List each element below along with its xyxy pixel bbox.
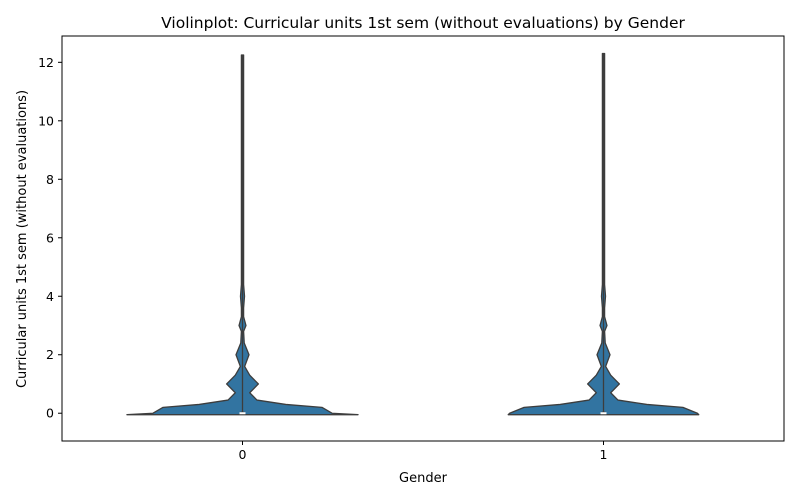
y-tick-label: 12 [38,55,54,70]
y-tick-label: 10 [38,113,54,128]
y-tick-label: 6 [46,230,54,245]
violins-group [126,52,700,416]
y-tick-label: 0 [46,406,54,421]
y-tick-label: 4 [46,289,54,304]
plot-frame [61,35,785,442]
chart-title: Violinplot: Curricular units 1st sem (wi… [161,14,685,32]
y-tick-label: 2 [46,347,54,362]
x-tick-label: 1 [600,447,608,462]
y-axis: 0 2 4 6 8 10 12 [38,55,62,421]
x-axis-label: Gender [399,471,448,486]
x-tick-label: 0 [239,447,247,462]
y-tick-label: 8 [46,172,54,187]
y-axis-label: Curricular units 1st sem (without evalua… [15,90,30,388]
